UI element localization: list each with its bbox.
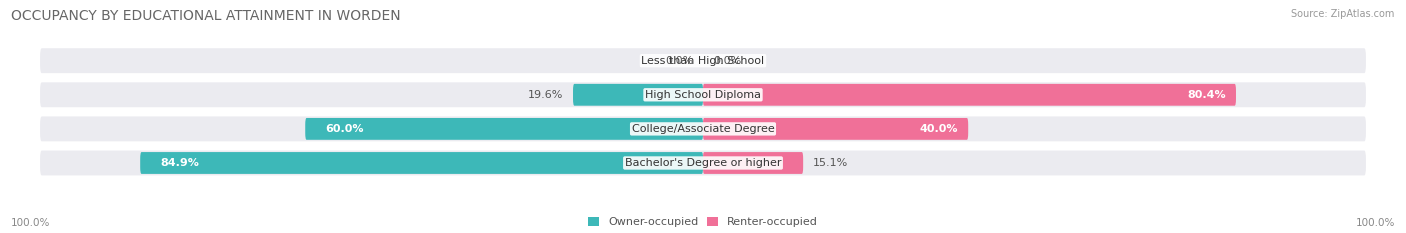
Text: OCCUPANCY BY EDUCATIONAL ATTAINMENT IN WORDEN: OCCUPANCY BY EDUCATIONAL ATTAINMENT IN W… [11,9,401,23]
FancyBboxPatch shape [41,151,1365,175]
Text: 0.0%: 0.0% [713,56,741,66]
FancyBboxPatch shape [41,82,1365,107]
Text: High School Diploma: High School Diploma [645,90,761,100]
Text: 15.1%: 15.1% [813,158,848,168]
Text: 84.9%: 84.9% [160,158,200,168]
Text: Source: ZipAtlas.com: Source: ZipAtlas.com [1291,9,1395,19]
Text: 19.6%: 19.6% [527,90,564,100]
Text: 0.0%: 0.0% [665,56,693,66]
Text: 100.0%: 100.0% [11,218,51,228]
FancyBboxPatch shape [703,118,969,140]
Text: 60.0%: 60.0% [325,124,364,134]
FancyBboxPatch shape [141,152,703,174]
FancyBboxPatch shape [574,84,703,106]
Text: 100.0%: 100.0% [1355,218,1395,228]
FancyBboxPatch shape [305,118,703,140]
Text: 80.4%: 80.4% [1187,90,1226,100]
FancyBboxPatch shape [41,48,1365,73]
FancyBboxPatch shape [703,152,803,174]
Legend: Owner-occupied, Renter-occupied: Owner-occupied, Renter-occupied [588,217,818,227]
FancyBboxPatch shape [41,116,1365,141]
Text: College/Associate Degree: College/Associate Degree [631,124,775,134]
FancyBboxPatch shape [703,84,1236,106]
Text: Less than High School: Less than High School [641,56,765,66]
Text: Bachelor's Degree or higher: Bachelor's Degree or higher [624,158,782,168]
Text: 40.0%: 40.0% [920,124,959,134]
